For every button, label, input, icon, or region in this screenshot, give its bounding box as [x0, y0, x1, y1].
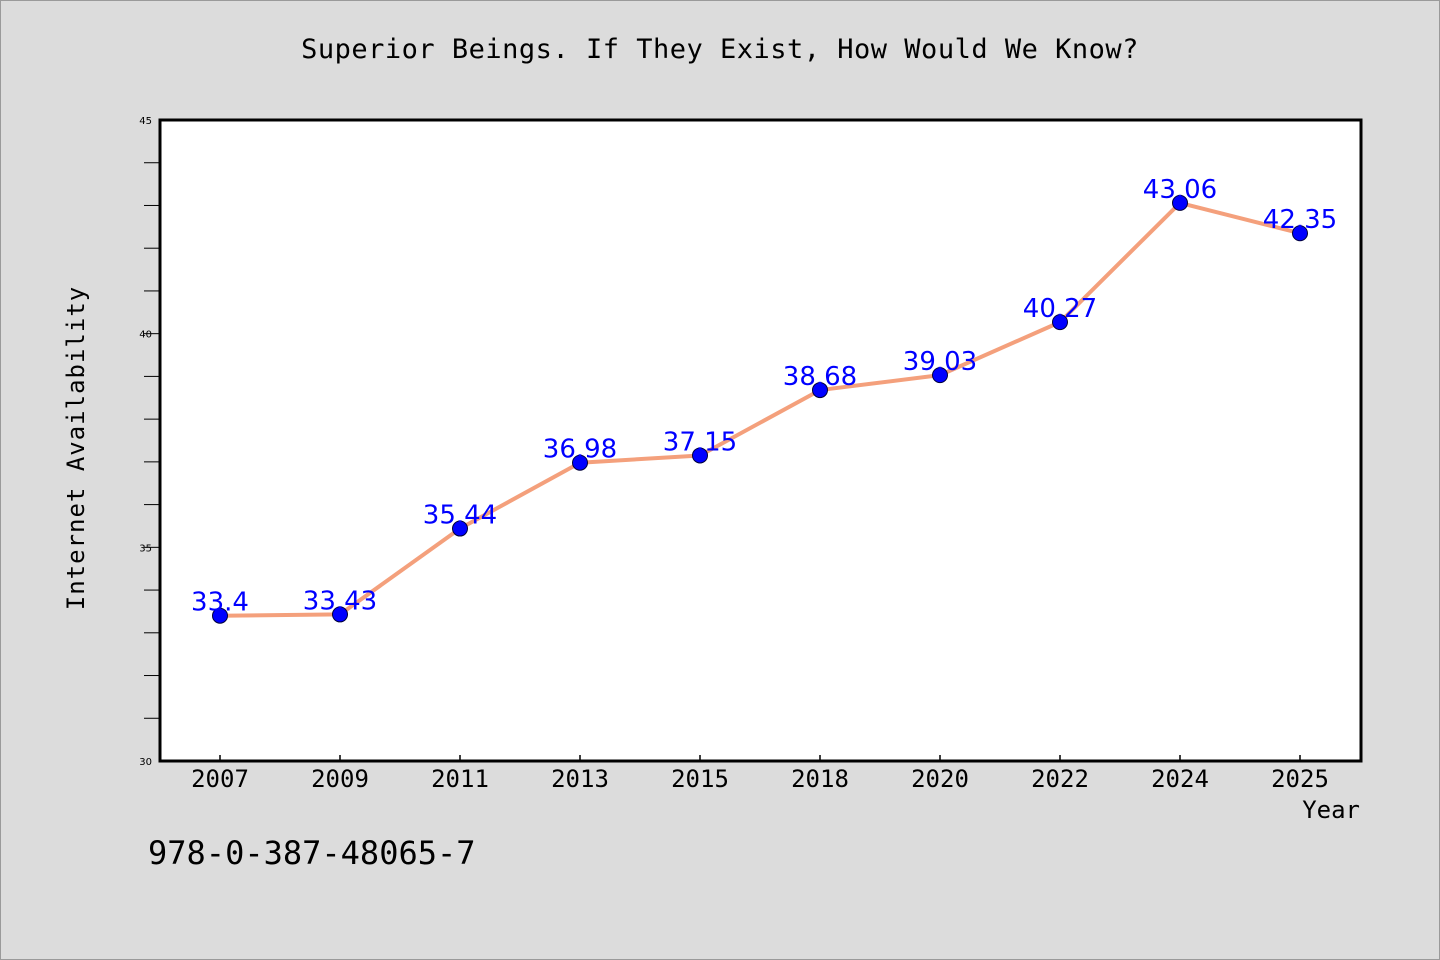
- data-point: [1052, 314, 1068, 331]
- x-tick-label: 2015: [671, 765, 729, 793]
- x-tick-label: 2009: [311, 765, 369, 793]
- x-tick-label: 2011: [431, 765, 489, 793]
- plot-area: [160, 120, 1361, 761]
- data-point: [452, 520, 468, 537]
- data-point: [572, 454, 588, 471]
- x-tick-label: 2025: [1271, 765, 1329, 793]
- plot-border: [158, 118, 1363, 763]
- series-layer: 33.4 33.43 35.44 36.98 37.15 38.68 39.03 40.27 4…: [191, 175, 1337, 624]
- data-label: 33.4: [191, 588, 249, 618]
- data-point: [812, 382, 828, 399]
- data-label: 37.15: [663, 427, 737, 457]
- data-point: [1172, 194, 1188, 211]
- y-tick-label: 35: [139, 543, 152, 554]
- data-point: [932, 367, 948, 384]
- y-tick-label: 45: [139, 116, 152, 127]
- y-tick-label: 30: [139, 757, 152, 768]
- data-point: [692, 447, 708, 464]
- data-label: 33.43: [303, 586, 377, 616]
- x-tick-label: 2013: [551, 765, 609, 793]
- data-point: [212, 607, 228, 624]
- x-tick-label: 2007: [191, 765, 249, 793]
- x-tick-label: 2022: [1031, 765, 1089, 793]
- x-tick-label: 2018: [791, 765, 849, 793]
- x-tick-label: 2024: [1151, 765, 1209, 793]
- x-tick-label: 2020: [911, 765, 969, 793]
- data-label: 40.27: [1023, 294, 1097, 324]
- data-label: 35.44: [423, 501, 497, 531]
- chart-title: Superior Beings. If They Exist, How Woul…: [301, 34, 1139, 65]
- series-line: [218, 200, 1302, 618]
- x-axis-label: Year: [1302, 796, 1360, 824]
- x-axis-ticks: 2007 2009 2011 2013 2015 2018 2020 2022 2024 2025: [191, 755, 1329, 793]
- y-tick-label: 40: [139, 330, 152, 341]
- y-axis-ticks: 30 35 40 45: [139, 116, 160, 768]
- data-point: [1292, 225, 1308, 242]
- data-label: 42.35: [1263, 205, 1337, 235]
- data-label: 38.68: [783, 362, 857, 392]
- data-label: 39.03: [903, 347, 977, 377]
- data-label: 36.98: [543, 435, 617, 465]
- y-axis-label-text: Internet Availability: [62, 285, 90, 611]
- isbn-text: 978-0-387-48065-7: [148, 834, 476, 872]
- data-point: [332, 606, 348, 623]
- data-label: 43.06: [1143, 175, 1217, 205]
